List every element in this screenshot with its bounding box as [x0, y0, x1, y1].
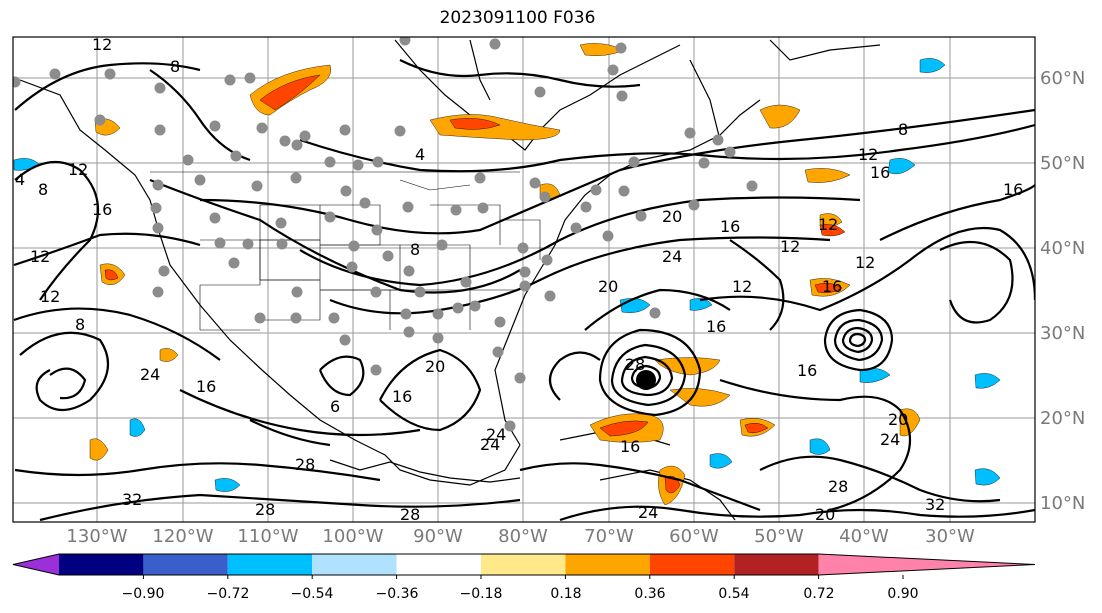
colorbar-tick-label: −0.36: [376, 586, 419, 602]
colorbar-tick-label: 0.90: [887, 586, 918, 602]
contour-label: 24: [880, 430, 900, 449]
contour-label: 8: [75, 315, 85, 334]
contour-label: 20: [815, 505, 835, 524]
colorbar-tick-label: −0.54: [291, 586, 334, 602]
colorbar-tick-label: 0.18: [550, 586, 581, 602]
contour-label: 20: [425, 357, 445, 376]
contour-label: 20: [662, 207, 682, 226]
lon-label: 50°W: [754, 526, 804, 547]
contour-label: 12: [780, 237, 800, 256]
lon-label: 120°W: [152, 526, 213, 547]
contour-label: 12: [92, 35, 112, 54]
contour-label: 8: [170, 57, 180, 76]
contour-label: 24: [662, 247, 682, 266]
contour-label: 12: [68, 160, 88, 179]
contour-label: 28: [400, 505, 420, 524]
colorbar-extension-max: [818, 554, 1035, 575]
contour-label: 24: [140, 365, 160, 384]
colorbar-segment: [565, 554, 650, 575]
lon-label: 130°W: [66, 526, 127, 547]
lon-label: 100°W: [322, 526, 383, 547]
lon-label: 60°W: [669, 526, 719, 547]
contour-label: 16: [1003, 180, 1023, 199]
lat-label: 20°N: [1040, 408, 1085, 429]
lon-label: 30°W: [925, 526, 975, 547]
colorbar-tick-label: −0.90: [122, 586, 165, 602]
colorbar-segment: [396, 554, 481, 575]
contour-label: 32: [122, 490, 142, 509]
contour-label: 4: [15, 170, 25, 189]
lon-label: 90°W: [413, 526, 463, 547]
lat-label: 50°N: [1040, 153, 1085, 174]
colorbar-segment: [59, 554, 144, 575]
contour-label: 16: [797, 361, 817, 380]
contour-label: 12: [818, 215, 838, 234]
contour-label: 28: [625, 355, 645, 374]
contour-label: 16: [392, 387, 412, 406]
contour-label: 24: [486, 425, 506, 444]
contour-label: 28: [295, 455, 315, 474]
contour-label: 24: [480, 435, 500, 454]
colorbar-segment: [143, 554, 228, 575]
contour-label: 16: [92, 200, 112, 219]
lat-label: 40°N: [1040, 238, 1085, 259]
colorbar-segment: [312, 554, 397, 575]
station-markers: [13, 37, 758, 432]
contour-label: 12: [30, 247, 50, 266]
contour-label: 16: [706, 317, 726, 336]
contour-label: 24: [638, 503, 658, 522]
colorbar-segments: [12, 553, 1036, 579]
contour-label: 12: [40, 287, 60, 306]
contour-label: 16: [822, 277, 842, 296]
contour-label: 16: [870, 163, 890, 182]
colorbar-tick-label: −0.72: [207, 586, 250, 602]
colorbar-tick-label: 0.72: [803, 586, 834, 602]
colorbar-tick-label: 0.54: [718, 586, 749, 602]
longitude-labels: 130°W 120°W 110°W 100°W 90°W 80°W 70°W 6…: [66, 526, 975, 547]
contour-label: 8: [898, 120, 908, 139]
contour-label: 12: [732, 277, 752, 296]
contour-label: 16: [196, 377, 216, 396]
colorbar-tick-label: 0.36: [634, 586, 665, 602]
lat-label: 30°N: [1040, 323, 1085, 344]
contour-label: 12: [858, 145, 878, 164]
contour-label: 8: [410, 240, 420, 259]
colorbar-segment: [734, 554, 819, 575]
contour-label: 16: [720, 217, 740, 236]
map-frame: [12, 36, 1036, 523]
contour-label: 8: [38, 180, 48, 199]
contour-label-group: 12 8 4 8 12 16 12 12 8 24 16 8 20 24 12 …: [15, 35, 1023, 524]
colorbar-tick-label: −0.18: [460, 586, 503, 602]
contour-label: 20: [888, 410, 908, 429]
latitude-labels: 60°N 50°N 40°N 30°N 20°N 10°N: [1040, 68, 1085, 514]
colorbar-outline: [12, 553, 1036, 576]
contour-label: 28: [255, 500, 275, 519]
colorbar-segment: [227, 554, 313, 575]
contour-label: 32: [925, 495, 945, 514]
colorbar-segment: [649, 554, 735, 575]
shading-fields: [13, 43, 1001, 506]
lon-label: 110°W: [237, 526, 298, 547]
lon-label: 40°W: [839, 526, 889, 547]
lat-label: 60°N: [1040, 68, 1085, 89]
lon-label: 70°W: [584, 526, 634, 547]
lat-label: 10°N: [1040, 493, 1085, 514]
contour-label: 20: [598, 277, 618, 296]
colorbar-segment: [481, 554, 566, 575]
contour-label: 6: [330, 397, 340, 416]
lon-label: 80°W: [498, 526, 548, 547]
contour-label: 16: [620, 437, 640, 456]
contour-label: 4: [415, 145, 425, 164]
contour-label: 28: [828, 477, 848, 496]
contour-label: 12: [855, 253, 875, 272]
colorbar-extension-min: [13, 554, 59, 575]
map-title: 2023091100 F036: [439, 8, 596, 28]
storm-center-marker: [636, 370, 656, 390]
colorbar-ticks: −0.90 −0.72 −0.54 −0.36 −0.18 0.18 0.36 …: [122, 586, 919, 602]
